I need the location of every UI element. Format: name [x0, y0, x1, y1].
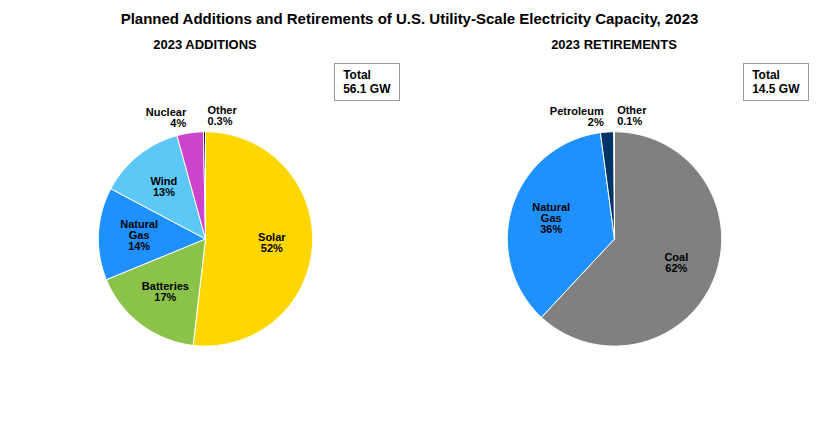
- svg-text:NaturalGas14%: NaturalGas14%: [120, 218, 158, 252]
- html-text:Total 56.1 GW: Total 56.1 GW: [343, 68, 391, 96]
- html-text:2023 ADDITIONS: 2023 ADDITIONS: [153, 37, 257, 52]
- svg-text:Petroleum2%: Petroleum2%: [550, 105, 604, 128]
- html-text:2023 RETIREMENTS: 2023 RETIREMENTS: [551, 37, 677, 52]
- svg-text:Other0.1%: Other0.1%: [617, 104, 647, 127]
- html-text:Planned Additions and Retireme: Planned Additions and Retirements of U.S…: [120, 10, 699, 27]
- svg-text:Solar52%: Solar52%: [258, 231, 286, 254]
- svg-text:NaturalGas36%: NaturalGas36%: [532, 201, 570, 235]
- svg-text:Wind13%: Wind13%: [151, 175, 178, 198]
- svg-text:Other0.3%: Other0.3%: [207, 104, 237, 127]
- svg-text:Nuclear4%: Nuclear4%: [146, 106, 187, 129]
- html-text:Total 14.5 GW: Total 14.5 GW: [752, 68, 800, 96]
- svg-text:Batteries17%: Batteries17%: [142, 280, 189, 303]
- svg-text:Coal62%: Coal62%: [664, 251, 688, 274]
